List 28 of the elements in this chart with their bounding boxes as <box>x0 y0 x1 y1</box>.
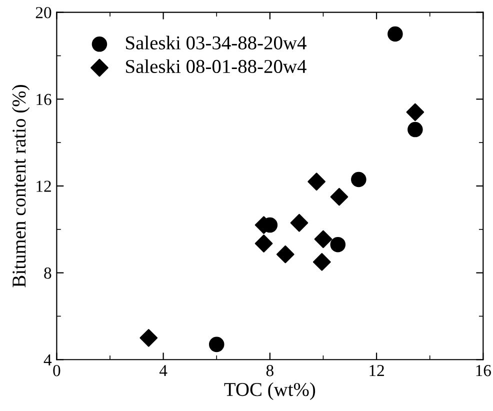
legend-label: Saleski 03-34-88-20w4 <box>126 36 306 50</box>
point <box>312 253 331 271</box>
point <box>314 230 332 248</box>
y-tick-label: 20 <box>36 7 52 18</box>
x-axis-title: TOC (wt%) <box>224 382 316 400</box>
point <box>330 188 348 206</box>
point <box>351 172 366 188</box>
point <box>330 236 346 252</box>
point <box>290 214 308 232</box>
point <box>254 234 273 252</box>
y-tick-label: 16 <box>36 94 52 106</box>
point <box>308 172 326 191</box>
point <box>140 329 158 347</box>
y-tick-label: 4 <box>44 354 52 366</box>
y-axis-title: Bitumen content ratio (%) <box>12 85 30 288</box>
legend-label: Saleski 08-01-88-20w4 <box>126 59 306 74</box>
x-tick-label: 16 <box>476 365 491 376</box>
x-tick-label: 8 <box>266 364 274 376</box>
point <box>408 122 423 138</box>
point <box>406 103 424 122</box>
x-tick-label: 0 <box>53 364 60 376</box>
point <box>388 26 403 42</box>
point <box>208 336 224 352</box>
point <box>276 245 294 264</box>
y-tick-label: 12 <box>36 180 51 192</box>
y-tick-label: 8 <box>44 268 52 279</box>
x-tick-label: 12 <box>370 365 384 376</box>
x-tick-label: 4 <box>159 365 168 376</box>
